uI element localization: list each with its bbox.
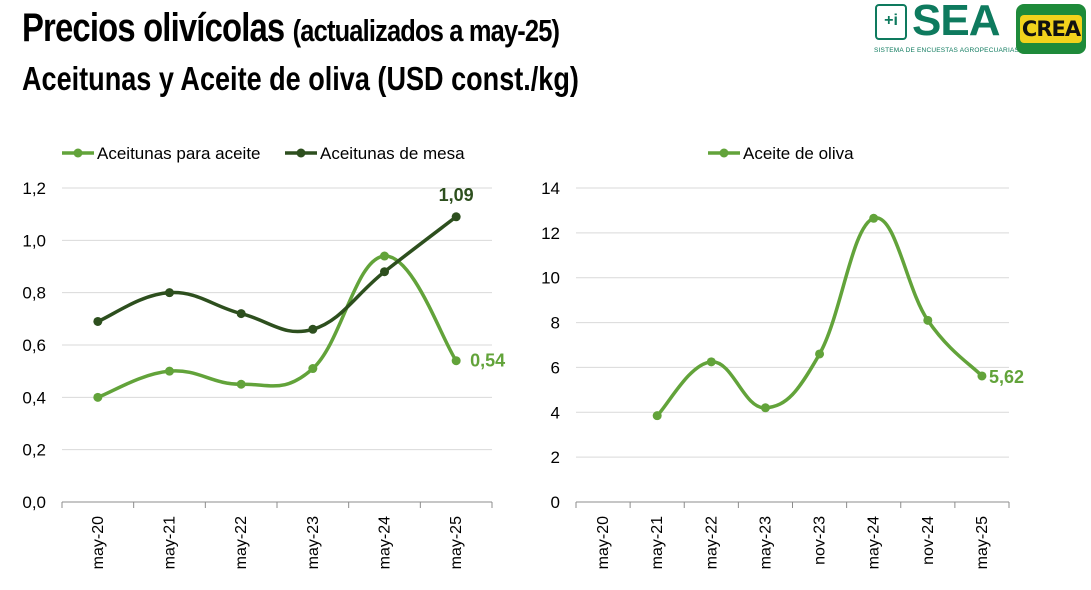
data-point	[451, 212, 461, 222]
data-point	[165, 288, 174, 298]
y-tick-label: 0,4	[22, 388, 46, 407]
y-tick-label: 0,0	[22, 493, 46, 512]
y-tick-label: 0,6	[22, 336, 46, 355]
data-point	[380, 251, 389, 261]
data-point	[165, 366, 174, 376]
x-tick-label: may-23	[757, 516, 774, 569]
x-tick-label: may-24	[866, 516, 883, 569]
data-label: 5,62	[989, 367, 1024, 387]
x-tick-label: may-25	[448, 516, 465, 569]
legend-marker	[296, 148, 306, 158]
y-tick-label: 0	[551, 493, 560, 512]
page-subtitle: Aceitunas y Aceite de oliva (USD const./…	[22, 60, 579, 97]
title-update-note: (actualizados a may-25)	[292, 13, 560, 48]
data-point	[760, 403, 770, 413]
data-point	[451, 356, 461, 366]
data-point	[93, 392, 103, 402]
data-point	[923, 315, 933, 325]
x-tick-label: may-20	[595, 516, 612, 569]
legend-label: Aceitunas de mesa	[320, 144, 465, 163]
y-tick-label: 6	[551, 358, 560, 377]
x-tick-label: nov-24	[920, 516, 937, 565]
data-point	[236, 309, 246, 319]
data-point	[869, 213, 879, 223]
data-point	[308, 324, 318, 334]
y-tick-label: 0,8	[22, 284, 46, 303]
y-tick-label: 4	[551, 403, 560, 422]
x-tick-label: may-21	[649, 516, 666, 569]
sea-logo-text: SEA	[912, 0, 1000, 45]
series-line	[655, 216, 984, 418]
y-tick-label: 10	[541, 269, 560, 288]
data-point	[236, 379, 246, 389]
y-tick-label: 0,2	[22, 441, 46, 460]
data-label: 0,54	[470, 351, 505, 371]
page-title: Precios olivícolas (actualizados a may-2…	[22, 6, 560, 51]
data-point	[652, 411, 662, 421]
data-label: 1,09	[439, 185, 474, 205]
data-point	[977, 371, 987, 381]
sea-logo: +i SEA SISTEMA DE ENCUESTAS AGROPECUARIA…	[872, 0, 1019, 56]
y-tick-label: 8	[551, 314, 560, 333]
series-line	[96, 215, 458, 334]
data-point	[93, 316, 103, 326]
crea-logo-text: CREA	[1020, 15, 1082, 43]
x-tick-label: may-20	[90, 516, 107, 569]
x-tick-label: may-22	[703, 516, 720, 569]
x-tick-label: may-24	[377, 516, 394, 569]
crea-logo: CREA	[1016, 4, 1086, 54]
y-tick-label: 14	[541, 179, 560, 198]
y-tick-label: 1,2	[22, 179, 46, 198]
chart-1: 0,0 0,2 0,4 0,6 0,8 1,0 1,2 may-20 may-21 may-22 m…	[22, 144, 505, 569]
data-point	[380, 267, 389, 277]
data-point	[308, 364, 318, 374]
legend-label: Aceitunas para aceite	[97, 144, 261, 163]
x-tick-label: may-22	[233, 516, 250, 569]
legend-label: Aceite de oliva	[743, 144, 854, 163]
x-tick-label: may-25	[974, 516, 991, 569]
y-tick-label: 2	[551, 448, 560, 467]
chart-2: 0 2 4 6 8 10 12 14 may-20 may-21 may-22 may-23 nov-2…	[541, 144, 1024, 569]
sea-info-icon: +i	[875, 4, 907, 40]
legend-marker	[719, 148, 729, 158]
title-main: Precios olivícolas	[22, 6, 285, 50]
sea-logo-tagline: SISTEMA DE ENCUESTAS AGROPECUARIAS	[874, 47, 1020, 54]
data-point	[815, 349, 825, 359]
x-tick-label: may-23	[305, 516, 322, 569]
y-tick-label: 1,0	[22, 231, 46, 250]
x-tick-label: may-21	[162, 516, 179, 569]
legend-marker	[73, 148, 83, 158]
y-tick-label: 12	[541, 224, 560, 243]
data-point	[706, 357, 716, 367]
x-tick-label: nov-23	[812, 516, 829, 565]
